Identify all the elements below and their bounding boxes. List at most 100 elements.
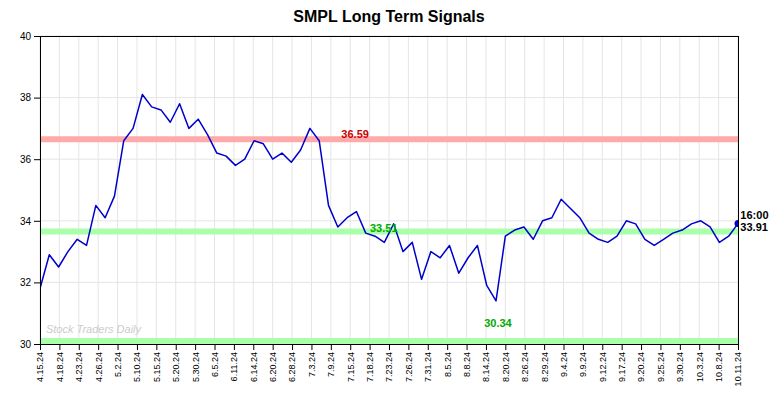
tick-label: 9.17.24 (617, 352, 627, 382)
tick-label: 5.10.24 (132, 352, 142, 382)
price-line (40, 95, 738, 301)
grid-line-x (253, 36, 254, 344)
tick-mark (215, 344, 216, 350)
x-tick: 6.14.24 (249, 344, 259, 382)
title: SMPL Long Term Signals (293, 8, 485, 25)
tick-mark (34, 221, 40, 222)
tick-label: 5.2.24 (113, 352, 123, 377)
tick-label: 10.11.24 (733, 352, 743, 386)
tick-mark (602, 344, 603, 350)
tick-label: 6.20.24 (268, 352, 278, 382)
x-tick: 10.3.24 (695, 344, 705, 382)
y-tick: 34 (20, 216, 40, 227)
tick-label: 5.15.24 (152, 352, 162, 382)
tick-mark (98, 344, 99, 350)
tick-mark (273, 344, 274, 350)
grid-line-x (195, 36, 196, 344)
grid-line-x (427, 36, 428, 344)
grid-line-x (408, 36, 409, 344)
x-axis: 4.15.244.18.244.23.244.26.245.2.245.10.2… (35, 344, 743, 386)
grid-line-x (389, 36, 390, 344)
x-tick: 5.10.24 (132, 344, 142, 382)
grid-line-x (59, 36, 60, 344)
grid-line-y (40, 36, 738, 37)
grid-line-x (292, 36, 293, 344)
tick-label: 9.9.24 (578, 352, 588, 377)
grid-line-x (98, 36, 99, 344)
tick-label: 40 (20, 31, 32, 42)
y-tick: 40 (20, 31, 40, 42)
tick-label: 34 (20, 216, 32, 227)
x-tick: 8.20.24 (501, 344, 511, 382)
grid-line-x (136, 36, 137, 344)
grid-line-x (699, 36, 700, 344)
tick-mark (331, 344, 332, 350)
tick-mark (680, 344, 681, 350)
x-tick: 10.8.24 (714, 344, 724, 382)
frame-right (738, 36, 739, 344)
tick-mark (467, 344, 468, 350)
annotation: 36.59 (341, 128, 369, 140)
x-tick: 7.31.24 (423, 344, 433, 382)
y-tick: 38 (20, 92, 40, 103)
grid-line-x (660, 36, 661, 344)
tick-mark (505, 344, 506, 350)
x-tick: 9.12.24 (598, 344, 608, 382)
tick-label: 8.26.24 (520, 352, 530, 382)
tick-mark (564, 344, 565, 350)
tick-label: 7.23.24 (384, 352, 394, 382)
tick-label: 10.8.24 (714, 352, 724, 382)
grid-line-x (641, 36, 642, 344)
grid-line-x (175, 36, 176, 344)
grid-line-x (738, 36, 739, 344)
x-tick: 9.25.24 (656, 344, 666, 382)
grid-line-x (485, 36, 486, 344)
x-tick: 8.8.24 (462, 344, 472, 377)
x-tick: 4.23.24 (74, 344, 84, 382)
tick-mark (699, 344, 700, 350)
annotation: 30.34 (484, 317, 512, 329)
tick-label: 5.30.24 (190, 352, 200, 382)
x-tick: 8.5.24 (443, 344, 453, 377)
tick-mark (34, 98, 40, 99)
tick-label: 7.15.24 (346, 352, 356, 382)
tick-label: 6.5.24 (210, 352, 220, 377)
x-tick: 6.28.24 (287, 344, 297, 382)
grid-line-x (505, 36, 506, 344)
tick-mark (408, 344, 409, 350)
grid-line-x (311, 36, 312, 344)
grid-line-x (78, 36, 79, 344)
tick-label: 6.28.24 (287, 352, 297, 382)
reference-line (40, 338, 738, 344)
tick-mark (311, 344, 312, 350)
tick-mark (660, 344, 661, 350)
x-tick: 7.26.24 (404, 344, 414, 382)
tick-mark (79, 344, 80, 350)
tick-label: 8.14.24 (481, 352, 491, 382)
y-tick: 30 (20, 339, 40, 350)
tick-label: 8.20.24 (501, 352, 511, 382)
grid-line-x (679, 36, 680, 344)
tick-mark (719, 344, 720, 350)
tick-label: 8.5.24 (443, 352, 453, 377)
tick-label: 9.25.24 (656, 352, 666, 382)
grid-line-x (621, 36, 622, 344)
tick-mark (428, 344, 429, 350)
y-tick: 36 (20, 154, 40, 165)
grid-line-x (718, 36, 719, 344)
tick-mark (641, 344, 642, 350)
tick-mark (544, 344, 545, 350)
x-tick: 8.14.24 (481, 344, 491, 382)
grid-line-x (350, 36, 351, 344)
tick-label: 6.11.24 (229, 352, 239, 381)
tick-mark (59, 344, 60, 350)
grid-line-x (544, 36, 545, 344)
frame-top (40, 36, 738, 37)
tick-label: 4.26.24 (94, 352, 104, 382)
x-tick: 8.29.24 (539, 344, 549, 382)
grid-line-x (524, 36, 525, 344)
tick-mark (486, 344, 487, 350)
tick-label: 30 (20, 339, 32, 350)
tick-label: 8.8.24 (462, 352, 472, 377)
tick-mark (389, 344, 390, 350)
